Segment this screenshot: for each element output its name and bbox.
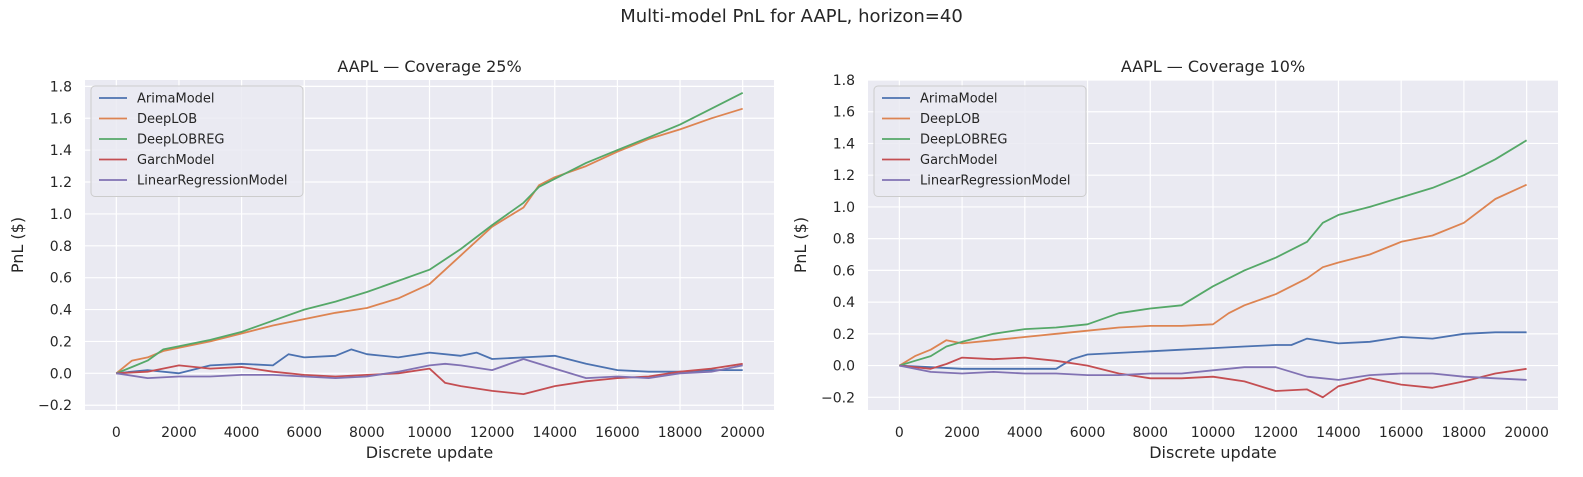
- y-tick-label: 1.8: [50, 79, 72, 95]
- legend-box: [873, 85, 1087, 197]
- series-line-linear-regression-model: [899, 364, 1527, 381]
- y-tick-label: 0.6: [833, 263, 855, 279]
- x-tick-label: 10000: [407, 425, 452, 441]
- series-line-deep-lob: [898, 183, 1527, 367]
- y-tick-label: −0.2: [821, 390, 855, 406]
- y-axis-label: PnL ($): [791, 217, 810, 273]
- x-axis-label: Discrete update: [1149, 443, 1277, 462]
- x-tick-label: 2000: [944, 425, 980, 441]
- x-tick-label: 12000: [470, 425, 515, 441]
- y-tick-label: 1.0: [50, 207, 72, 223]
- legend-label: GarchModel: [920, 153, 998, 168]
- x-tick-label: 16000: [595, 425, 640, 441]
- chart-title: AAPL — Coverage 25%: [337, 57, 521, 76]
- series-line-arima-model: [116, 348, 743, 375]
- x-tick-label: 20000: [1504, 425, 1549, 441]
- y-tick-label: 1.4: [50, 143, 72, 159]
- series-line-deep-lobreg: [115, 91, 744, 375]
- series-line-deep-lobreg: [899, 139, 1528, 367]
- y-tick-label: 0.4: [50, 303, 72, 319]
- chart-panel-coverage-10: 0 2000 4000 6000 8000 10000 12000 14000 16000 180…: [791, 57, 1558, 462]
- x-tick-label: 14000: [532, 425, 577, 441]
- x-tick-label: 12000: [1253, 425, 1298, 441]
- x-tick-label: 14000: [1316, 425, 1361, 441]
- legend-label: DeepLOB: [137, 112, 197, 127]
- series-line-deep-lob: [115, 107, 743, 374]
- y-tick-label: 0.4: [833, 295, 855, 311]
- series-line-linear-regression-model: [116, 358, 743, 379]
- y-tick-label: 1.6: [50, 111, 72, 127]
- y-tick-label: 1.6: [833, 105, 855, 121]
- y-tick-label: −0.2: [38, 398, 72, 414]
- legend-label: ArimaModel: [920, 92, 998, 107]
- y-axis-label: PnL ($): [8, 217, 27, 273]
- x-tick-label: 0: [112, 425, 121, 441]
- y-tick-label: 1.2: [50, 175, 72, 191]
- y-tick-label: 1.8: [833, 73, 855, 89]
- legend-label: GarchModel: [137, 153, 215, 168]
- x-tick-label: 2000: [161, 425, 197, 441]
- x-tick-label: 20000: [720, 425, 765, 441]
- x-tick-label: 6000: [1070, 425, 1106, 441]
- x-tick-label: 0: [895, 425, 904, 441]
- legend-label: LinearRegressionModel: [137, 174, 288, 189]
- x-tick-label: 10000: [1191, 425, 1236, 441]
- y-tick-label: 0.8: [833, 232, 855, 248]
- x-tick-label: 18000: [658, 425, 703, 441]
- y-tick-label: 1.2: [833, 168, 855, 184]
- figure-title: Multi-model PnL for AAPL, horizon=40: [620, 6, 963, 27]
- legend-label: DeepLOBREG: [920, 133, 1008, 148]
- y-tick-label: 0.0: [50, 366, 72, 382]
- y-tick-label: 1.4: [833, 136, 855, 152]
- legend-label: ArimaModel: [137, 92, 215, 107]
- y-tick-label: 0.6: [50, 271, 72, 287]
- series-line-arima-model: [899, 331, 1527, 370]
- y-tick-label: 0.8: [50, 239, 72, 255]
- x-tick-label: 8000: [1132, 425, 1168, 441]
- x-tick-label: 6000: [286, 425, 322, 441]
- y-tick-label: 1.0: [833, 200, 855, 216]
- series-line-garch-model: [899, 356, 1527, 399]
- legend-box: [90, 85, 304, 197]
- y-tick-label: 0.0: [833, 359, 855, 375]
- chart-title: AAPL — Coverage 10%: [1121, 57, 1305, 76]
- chart-panel-coverage-25: 0 2000 4000 6000 8000 10000 12000 14000 16000 180…: [8, 57, 774, 462]
- y-tick-label: 0.2: [833, 327, 855, 343]
- legend-label: LinearRegressionModel: [920, 174, 1071, 189]
- x-tick-label: 18000: [1442, 425, 1487, 441]
- x-tick-label: 8000: [349, 425, 385, 441]
- x-axis-label: Discrete update: [366, 443, 494, 462]
- x-tick-label: 4000: [224, 425, 260, 441]
- legend-label: DeepLOB: [920, 112, 980, 127]
- x-tick-label: 16000: [1379, 425, 1424, 441]
- legend-label: DeepLOBREG: [137, 133, 225, 148]
- y-tick-label: 0.2: [50, 334, 72, 350]
- x-tick-label: 4000: [1007, 425, 1043, 441]
